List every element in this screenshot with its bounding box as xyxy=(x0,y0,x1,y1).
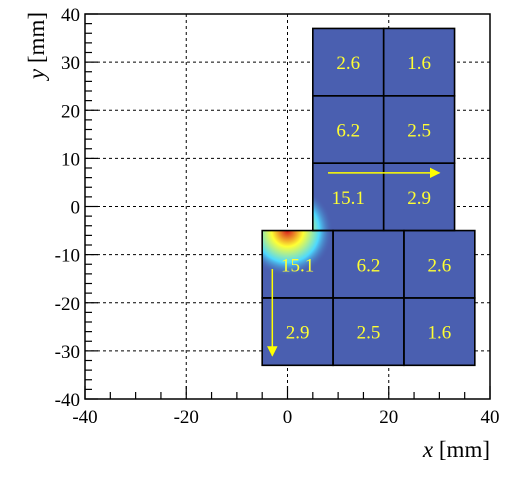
x-tick-label: 40 xyxy=(481,407,500,428)
cell-value: 2.5 xyxy=(407,121,431,142)
tick-labels: -40 -20 0 20 40 -40 -30 -20 -10 0 10 20 30 40 xyxy=(55,5,500,428)
cell xyxy=(383,28,455,96)
cell-border xyxy=(403,297,476,367)
x-tick-label: 20 xyxy=(379,407,398,428)
cell-value: 15.1 xyxy=(281,255,314,276)
y-tick-label: 0 xyxy=(71,198,81,219)
x-axis-unit: [mm] xyxy=(433,437,490,462)
x-axis-label: x [mm] xyxy=(422,437,490,462)
x-tick-label: 0 xyxy=(283,407,293,428)
y-tick-label: -30 xyxy=(55,342,80,363)
y-axis-label: y [mm] xyxy=(24,12,49,81)
cell-value: 6.2 xyxy=(357,255,381,276)
cell xyxy=(383,163,455,231)
y-tick-label: 10 xyxy=(61,149,80,170)
cell-value: 2.6 xyxy=(428,255,452,276)
y-axis-variable: y xyxy=(24,68,49,81)
y-tick-label: -40 xyxy=(55,390,80,411)
y-tick-label: 40 xyxy=(61,5,80,26)
cell-value: 2.9 xyxy=(407,188,431,209)
cell-value: 1.6 xyxy=(428,323,452,344)
cell xyxy=(403,297,475,366)
tick-marks xyxy=(84,13,491,400)
cell-borders xyxy=(261,27,476,367)
cell xyxy=(403,230,475,298)
cell xyxy=(333,297,404,366)
cell-grid xyxy=(262,28,475,366)
x-axis-variable: x xyxy=(422,437,434,462)
y-axis-unit: [mm] xyxy=(24,12,49,69)
cell xyxy=(333,230,404,298)
cell-values: 2.6 1.6 6.2 2.5 15.1 2.9 15.1 6.2 2.6 2.9 2.5 1.6 xyxy=(281,53,451,344)
y-tick-label: -20 xyxy=(55,294,80,315)
cell xyxy=(312,28,384,96)
cell xyxy=(312,95,384,164)
cell-value: 15.1 xyxy=(332,188,365,209)
direction-arrows xyxy=(267,167,441,357)
x-tick-label: -20 xyxy=(174,407,199,428)
cell-value: 2.5 xyxy=(357,323,381,344)
y-tick-label: 30 xyxy=(61,53,80,74)
cell-value: 2.6 xyxy=(336,53,360,74)
cell-value: 6.2 xyxy=(336,121,360,142)
y-tick-label: 20 xyxy=(61,101,80,122)
cell-value: 2.9 xyxy=(286,323,310,344)
cell-value: 1.6 xyxy=(407,53,431,74)
cell xyxy=(383,95,455,164)
y-tick-label: -10 xyxy=(55,246,80,267)
x-tick-label: -40 xyxy=(72,407,97,428)
